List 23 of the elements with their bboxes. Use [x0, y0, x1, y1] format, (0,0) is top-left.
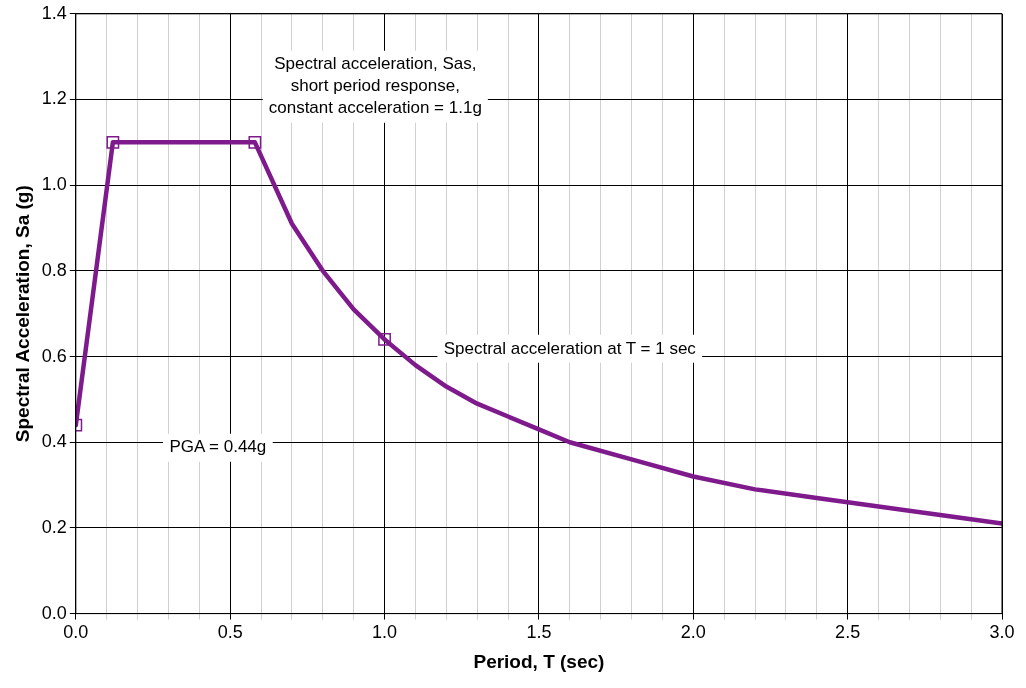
- point: [378, 333, 391, 346]
- y-tick-label: 0.6: [41, 345, 67, 366]
- annotation: Spectral acceleration, Sas, short period response, constant acceleration = 1.1g: [268, 54, 482, 118]
- x-tick-label: 2.5: [835, 622, 861, 643]
- x-axis-title: Period, T (sec): [473, 650, 605, 672]
- point: [248, 135, 262, 149]
- x-tick-label: 2.0: [680, 622, 706, 643]
- x-tick-label: 1.5: [526, 622, 552, 643]
- point: [106, 135, 120, 149]
- x-tick-label: 1.0: [372, 622, 398, 643]
- annotation: PGA = 0.44g: [169, 437, 267, 457]
- y-tick-label: 0.4: [41, 431, 67, 452]
- annotation: Spectral acceleration at T = 1 sec: [443, 338, 697, 358]
- x-tick-label: 0.5: [217, 622, 243, 643]
- y-tick-label: 1.4: [41, 2, 67, 23]
- y-axis-title: Spectral Acceleration, Sa (g): [11, 185, 33, 443]
- x-tick-label: 3.0: [989, 622, 1015, 643]
- y-tick-label: 1.0: [41, 174, 67, 195]
- y-tick-label: 0.2: [41, 516, 67, 537]
- x-tick-label: 0.0: [63, 622, 89, 643]
- y-tick-label: 1.2: [41, 88, 67, 109]
- y-tick-label: 0.0: [41, 602, 67, 623]
- y-tick-label: 0.8: [41, 259, 67, 280]
